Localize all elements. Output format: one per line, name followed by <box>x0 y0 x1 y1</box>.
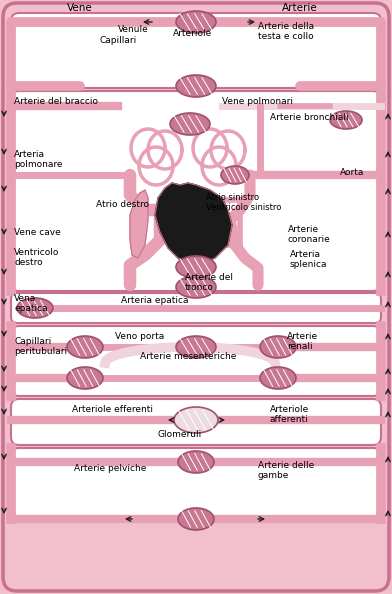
Polygon shape <box>139 147 173 185</box>
Ellipse shape <box>330 111 362 129</box>
Text: Arteriole efferenti: Arteriole efferenti <box>72 405 153 414</box>
Text: Ventricolo sinistro: Ventricolo sinistro <box>206 203 281 212</box>
Text: Arteria
polmonare: Arteria polmonare <box>14 150 62 169</box>
Ellipse shape <box>174 407 218 433</box>
FancyBboxPatch shape <box>3 3 389 591</box>
Text: Atrio destro: Atrio destro <box>96 200 149 209</box>
Ellipse shape <box>221 166 249 184</box>
Text: Arteria
splenica: Arteria splenica <box>290 250 327 270</box>
Polygon shape <box>193 129 227 167</box>
Text: Vene cave: Vene cave <box>14 228 61 237</box>
Ellipse shape <box>178 508 214 530</box>
Ellipse shape <box>176 75 216 97</box>
Text: Arteriole: Arteriole <box>173 29 212 38</box>
Text: Venule: Venule <box>118 25 149 34</box>
Ellipse shape <box>176 11 216 33</box>
FancyBboxPatch shape <box>11 399 381 445</box>
FancyBboxPatch shape <box>11 91 381 291</box>
Polygon shape <box>155 183 232 265</box>
Ellipse shape <box>178 451 214 473</box>
Polygon shape <box>211 131 245 169</box>
Text: Vena
epatica: Vena epatica <box>14 294 47 314</box>
Text: Glomeruli: Glomeruli <box>158 430 202 439</box>
Ellipse shape <box>67 367 103 389</box>
Polygon shape <box>130 190 148 258</box>
Text: Ventricolo
destro: Ventricolo destro <box>14 248 59 267</box>
Text: Arterie del
tronco: Arterie del tronco <box>185 273 233 292</box>
FancyBboxPatch shape <box>11 13 381 88</box>
Text: Veno porta: Veno porta <box>115 332 164 341</box>
Text: Arterie mesenteriche: Arterie mesenteriche <box>140 352 236 361</box>
Polygon shape <box>148 131 182 169</box>
FancyBboxPatch shape <box>11 326 381 396</box>
Ellipse shape <box>260 367 296 389</box>
Text: Arterie: Arterie <box>282 3 318 13</box>
Text: Arterie pelviche: Arterie pelviche <box>74 464 146 473</box>
Ellipse shape <box>170 113 210 135</box>
Ellipse shape <box>176 276 216 298</box>
FancyBboxPatch shape <box>11 326 381 396</box>
Text: Capillari: Capillari <box>100 36 137 45</box>
Ellipse shape <box>176 256 216 278</box>
Text: Arterie del braccio: Arterie del braccio <box>14 97 98 106</box>
Polygon shape <box>131 129 165 167</box>
Text: Arterie delle
gambe: Arterie delle gambe <box>258 461 314 481</box>
Polygon shape <box>202 147 236 185</box>
Text: Arteriole
afferenti: Arteriole afferenti <box>270 405 309 424</box>
Text: Arterie della
testa e collo: Arterie della testa e collo <box>258 22 314 42</box>
Ellipse shape <box>260 336 296 358</box>
Ellipse shape <box>176 336 216 358</box>
Ellipse shape <box>67 336 103 358</box>
Text: Aorta: Aorta <box>340 168 365 177</box>
Text: Atrio sinistro: Atrio sinistro <box>206 193 259 202</box>
Text: Vene: Vene <box>67 3 93 13</box>
FancyBboxPatch shape <box>11 448 381 520</box>
Text: Vene polmonari: Vene polmonari <box>222 97 293 106</box>
Text: Arterie
coronarie: Arterie coronarie <box>288 225 331 244</box>
Text: Arterie
renali: Arterie renali <box>287 332 318 352</box>
Text: Capillari
peritubulari: Capillari peritubulari <box>14 337 67 356</box>
Text: Arterie bronchiali: Arterie bronchiali <box>270 113 348 122</box>
FancyBboxPatch shape <box>11 293 381 323</box>
Text: Arteria epatica: Arteria epatica <box>121 296 189 305</box>
Ellipse shape <box>17 298 53 318</box>
